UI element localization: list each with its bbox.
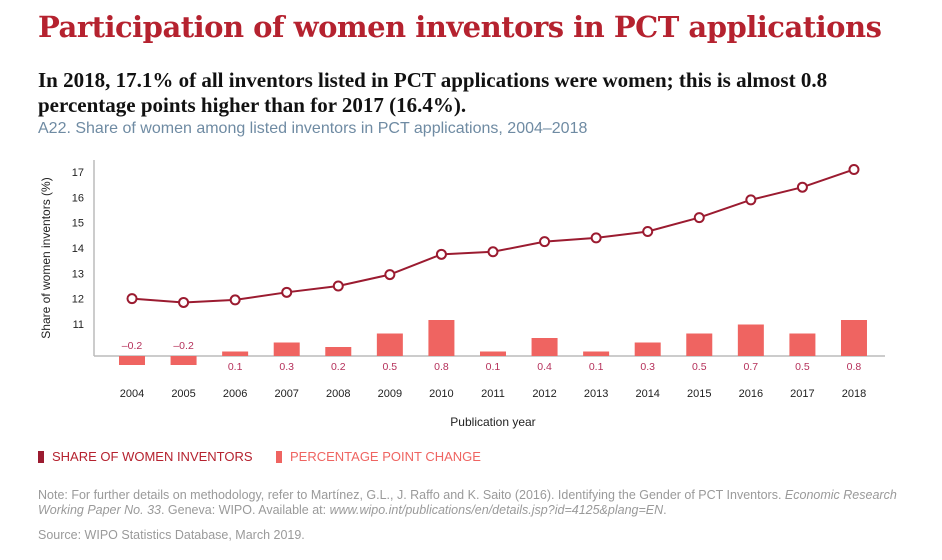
note-paper: Economic Research Working Paper No. 33 — [38, 488, 897, 517]
x-tick-label: 2013 — [584, 388, 608, 400]
bar-label: 0.5 — [795, 361, 810, 373]
bar — [273, 342, 300, 356]
y-tick-label: 11 — [73, 319, 84, 331]
bar — [170, 356, 197, 365]
bar-label: 0.8 — [434, 361, 449, 373]
line-point — [178, 296, 190, 308]
bar-label: 0.5 — [692, 361, 707, 373]
x-tick-label: 2018 — [842, 388, 866, 400]
line-point — [332, 280, 344, 292]
page-title: Participation of women inventors in PCT … — [38, 10, 882, 44]
bar-label: –0.2 — [173, 340, 194, 352]
x-tick-label: 2008 — [326, 388, 350, 400]
line-point — [642, 226, 654, 238]
bar-label: 0.7 — [744, 361, 759, 373]
legend-line: SHARE OF WOMEN INVENTORS — [38, 449, 253, 464]
legend-swatch-bar — [276, 450, 282, 463]
x-tick-label: 2017 — [790, 388, 814, 400]
lead-text: In 2018, 17.1% of all inventors listed i… — [38, 68, 828, 117]
line-point — [229, 294, 241, 306]
y-tick-label: 14 — [72, 243, 84, 255]
bar — [789, 333, 816, 356]
legend-bar: PERCENTAGE POINT CHANGE — [276, 449, 481, 464]
bar-label: 0.1 — [228, 361, 243, 373]
x-tick-label: 2015 — [687, 388, 711, 400]
x-tick-label: 2005 — [171, 388, 195, 400]
x-tick-label: 2011 — [481, 388, 505, 400]
x-tick-label: 2004 — [120, 388, 144, 400]
y-axis-title: Share of women inventors (%) — [39, 177, 53, 338]
bar — [737, 324, 764, 356]
bar — [583, 351, 610, 356]
bar — [634, 342, 661, 356]
bar-label: 0.2 — [331, 361, 346, 373]
bar — [428, 320, 455, 356]
line-point — [745, 194, 757, 206]
legend-swatch-line — [38, 450, 44, 463]
legend-label-line: SHARE OF WOMEN INVENTORS — [52, 449, 253, 464]
note-text: . — [663, 503, 667, 517]
bar — [531, 338, 558, 356]
bar — [119, 356, 145, 365]
line-point — [384, 269, 396, 281]
line-point — [693, 212, 705, 224]
y-tick-label: 16 — [72, 192, 84, 204]
series-line — [131, 168, 855, 304]
line-point — [848, 163, 860, 175]
x-tick-label: 2014 — [635, 388, 659, 400]
bar — [376, 333, 403, 356]
line-point — [796, 181, 808, 193]
line-point — [590, 232, 602, 244]
line-point — [281, 286, 293, 298]
bar — [686, 333, 713, 356]
line-point — [487, 246, 499, 258]
bar-label: 0.3 — [279, 361, 294, 373]
bar-label: 0.4 — [537, 361, 552, 373]
bar-label: 0.1 — [486, 361, 501, 373]
chart-subtitle: A22. Share of women among listed invento… — [38, 120, 588, 137]
y-tick-label: 15 — [72, 218, 84, 230]
x-tick-label: 2012 — [532, 388, 556, 400]
bar-label: 0.1 — [589, 361, 604, 373]
chart: 11 12 13 14 15 16 17 Share of women inventors (… — [39, 160, 885, 429]
line-point — [435, 248, 447, 260]
line-point — [539, 236, 551, 248]
y-tick-label: 17 — [72, 167, 84, 179]
bar — [479, 351, 506, 356]
x-tick-label: 2010 — [429, 388, 453, 400]
bar — [840, 320, 867, 356]
y-tick-label: 13 — [72, 268, 84, 280]
note-text: Note: For further details on methodology… — [38, 488, 785, 502]
bar-label: 0.3 — [640, 361, 655, 373]
bar-label: –0.2 — [122, 340, 143, 352]
bar — [222, 351, 249, 356]
x-tick-label: 2007 — [274, 388, 298, 400]
note: Note: For further details on methodology… — [38, 488, 918, 518]
x-tick-label: 2006 — [223, 388, 247, 400]
note-link[interactable]: www.wipo.int/publications/en/details.jsp… — [329, 503, 664, 517]
bar-label: 0.5 — [383, 361, 398, 373]
bar-label: 0.8 — [847, 361, 862, 373]
source: Source: WIPO Statistics Database, March … — [38, 528, 305, 542]
line-point — [126, 293, 138, 305]
x-axis-title: Publication year — [450, 415, 535, 429]
bar — [325, 347, 352, 356]
x-tick-label: 2016 — [739, 388, 763, 400]
y-tick-label: 12 — [72, 294, 84, 306]
legend-label-bar: PERCENTAGE POINT CHANGE — [290, 449, 481, 464]
note-text: . Geneva: WIPO. Available at: — [160, 503, 330, 517]
x-tick-label: 2009 — [378, 388, 402, 400]
